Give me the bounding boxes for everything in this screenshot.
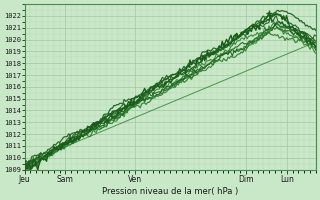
X-axis label: Pression niveau de la mer( hPa ): Pression niveau de la mer( hPa ) <box>102 187 238 196</box>
